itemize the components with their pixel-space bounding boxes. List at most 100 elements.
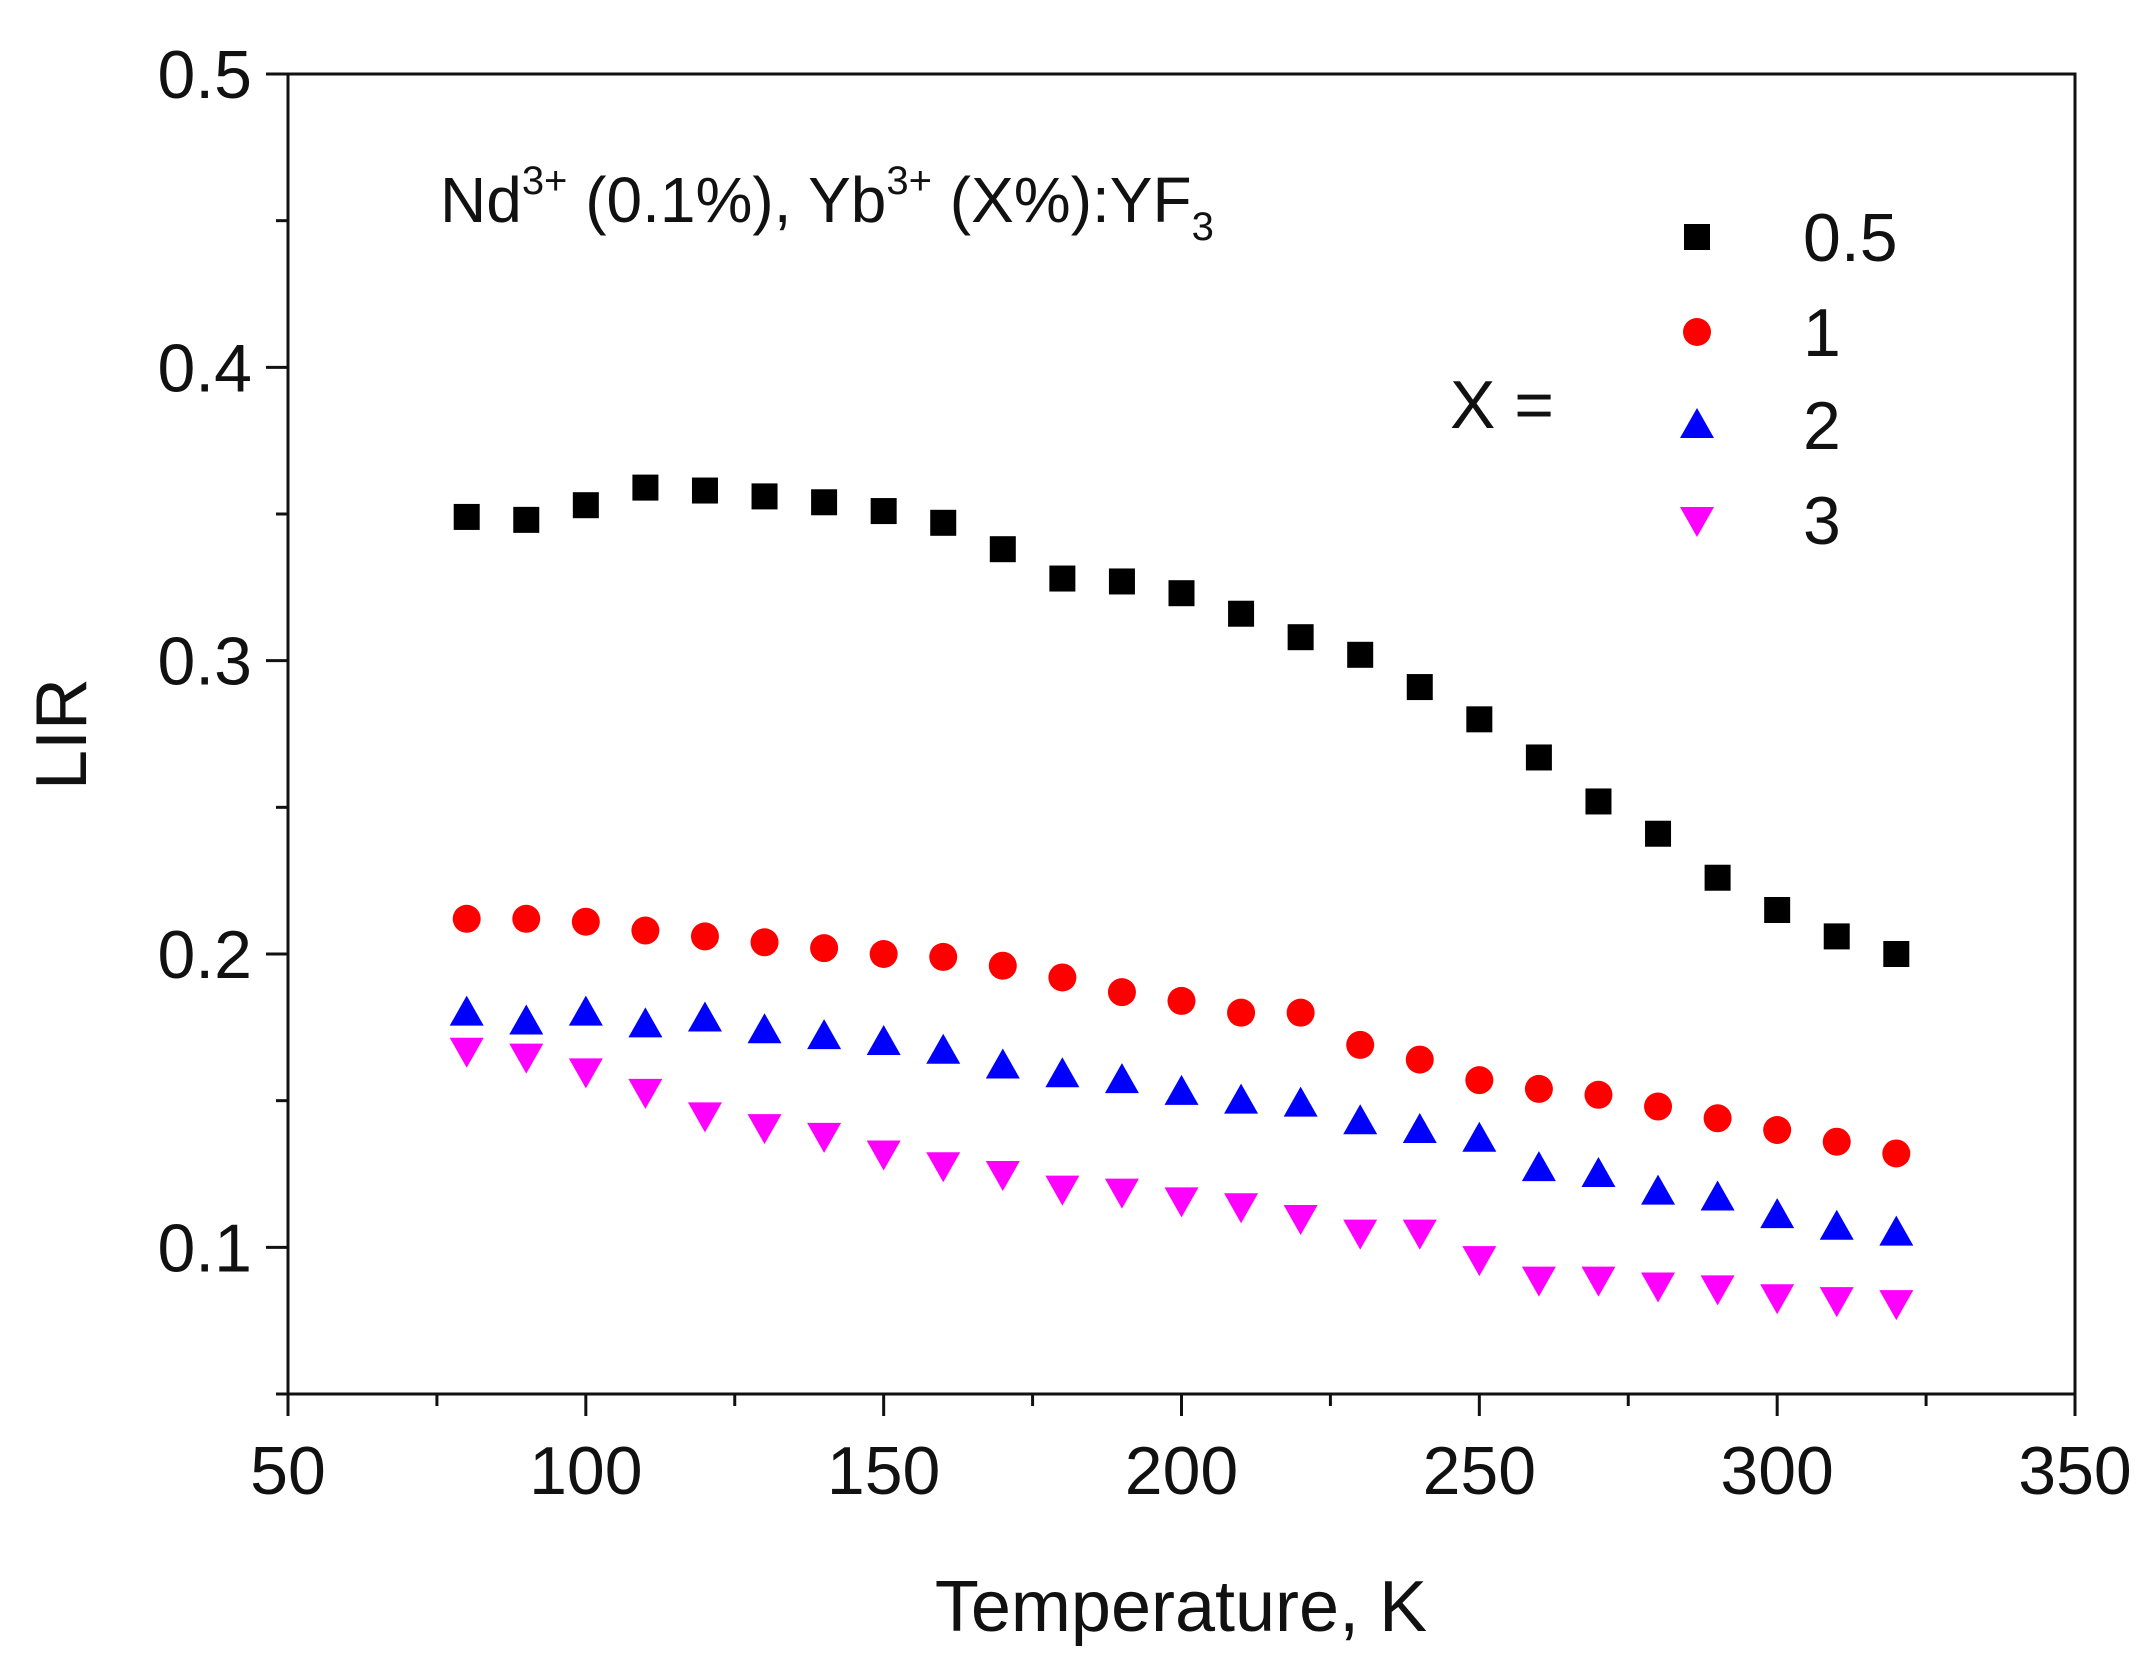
data-point (1045, 1175, 1080, 1206)
y-axis-ticks: 0.1 0.2 0.3 0.4 0.5 (157, 37, 288, 1396)
series-layer (449, 474, 1914, 1321)
data-point (687, 1102, 722, 1133)
legend-marker-1 (1683, 318, 1711, 346)
data-point (1462, 1246, 1497, 1277)
x-tick-label: 300 (1720, 1433, 1833, 1509)
composition-annotation: Nd3+ (0.1%), Yb3+ (X%):YF3 (440, 159, 1214, 249)
data-point (1224, 1193, 1259, 1224)
data-point (1227, 998, 1256, 1027)
data-point (1228, 600, 1255, 627)
data-point (1645, 820, 1672, 847)
legend-label-3: 3 (1803, 483, 1841, 559)
data-point (1286, 998, 1315, 1027)
data-point (1108, 568, 1135, 595)
data-point (747, 1013, 782, 1044)
legend-label-0.5: 0.5 (1803, 200, 1898, 276)
data-point (811, 489, 838, 516)
data-point (1405, 1045, 1434, 1074)
y-tick-label: 0.1 (157, 1210, 252, 1286)
annotation-yb-superscript: 3+ (886, 159, 932, 203)
data-point (1641, 1272, 1676, 1303)
data-point (1343, 1219, 1378, 1250)
data-point (1641, 1174, 1676, 1205)
annotation-tail: (X%):YF (932, 164, 1192, 236)
annotation-subscript: 3 (1192, 205, 1214, 249)
legend-marker-3 (1680, 507, 1714, 537)
data-point (1168, 580, 1195, 607)
data-point (1581, 1266, 1616, 1297)
data-point (1584, 1080, 1613, 1109)
data-point (1465, 1066, 1494, 1095)
data-point (1764, 897, 1791, 923)
data-point (1823, 923, 1850, 950)
data-point (1343, 1104, 1378, 1135)
data-point (807, 1019, 842, 1050)
data-point (1466, 706, 1493, 733)
data-point (509, 1043, 544, 1074)
legend-marker-2 (1680, 408, 1714, 438)
legend-label-2: 2 (1803, 388, 1841, 464)
data-point (1585, 788, 1612, 815)
data-point (1224, 1083, 1259, 1114)
legend-marker-0.5 (1684, 224, 1710, 250)
data-point (632, 474, 659, 501)
data-point (1167, 986, 1196, 1015)
series-1 (452, 904, 1911, 1168)
y-tick-label: 0.2 (157, 917, 252, 993)
data-point (452, 904, 481, 933)
data-point (985, 1161, 1020, 1191)
data-point (1402, 1113, 1437, 1143)
legend-label-1: 1 (1803, 295, 1841, 371)
data-point (810, 934, 839, 963)
data-point (1760, 1198, 1795, 1229)
data-point (1462, 1121, 1497, 1152)
data-point (1763, 1116, 1792, 1144)
data-point (453, 503, 480, 530)
data-point (1879, 1290, 1914, 1321)
x-axis-title: Temperature, K (935, 1567, 1427, 1647)
data-point (807, 1122, 842, 1153)
data-point (1283, 1086, 1318, 1117)
data-point (572, 492, 599, 519)
data-point (1524, 1074, 1553, 1103)
data-point (449, 1037, 484, 1068)
data-point (690, 922, 719, 951)
data-point (687, 1001, 722, 1032)
data-point (1879, 1215, 1914, 1246)
x-axis-ticks: 50 100 150 200 250 300 350 (250, 1394, 2132, 1509)
data-point (1045, 1057, 1080, 1088)
x-tick-label: 50 (250, 1433, 326, 1509)
data-point (1283, 1205, 1318, 1235)
series-2 (449, 995, 1914, 1246)
data-point (628, 1007, 663, 1038)
data-point (513, 506, 540, 533)
data-point (1822, 1127, 1851, 1156)
data-point (926, 1033, 961, 1064)
data-point (1883, 941, 1910, 967)
legend: 0.5 1 2 3 (1680, 200, 1898, 559)
x-tick-label: 350 (2018, 1433, 2131, 1509)
data-point (1819, 1287, 1854, 1318)
data-point (989, 536, 1016, 563)
data-point (1644, 1092, 1673, 1121)
data-point (870, 498, 897, 525)
data-point (1704, 864, 1731, 891)
data-point (571, 907, 600, 936)
y-axis-title: LIR (22, 678, 102, 790)
data-point (1164, 1074, 1199, 1105)
data-point (747, 1114, 782, 1145)
data-point (628, 1078, 663, 1109)
data-point (929, 942, 958, 971)
data-point (1049, 565, 1076, 592)
series-3 (449, 1037, 1914, 1321)
y-tick-label: 0.3 (157, 624, 252, 700)
x-tick-label: 150 (827, 1433, 940, 1509)
data-point (1525, 744, 1552, 771)
data-point (1521, 1151, 1556, 1182)
data-point (1581, 1157, 1616, 1187)
data-point (1104, 1178, 1139, 1209)
data-point (1882, 1139, 1911, 1168)
data-point (1104, 1063, 1139, 1094)
data-point (988, 951, 1017, 980)
